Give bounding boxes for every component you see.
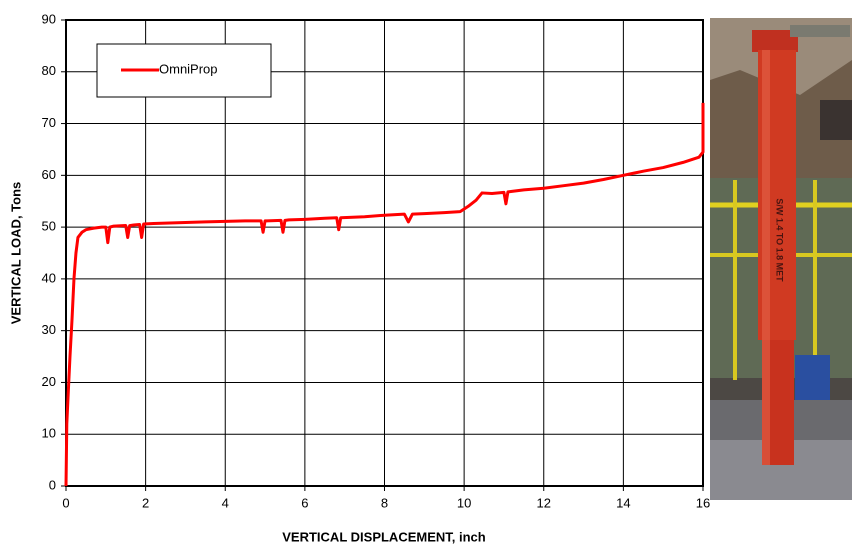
photo: S/W 1.4 TO 1.8 MET [710,18,852,500]
y-tick-label: 90 [42,11,56,26]
y-tick-label: 60 [42,167,56,182]
x-tick-label: 6 [301,495,308,510]
y-tick-label: 30 [42,322,56,337]
data-line [64,102,705,487]
x-tick-label: 16 [696,495,710,510]
x-tick-label: 14 [616,495,630,510]
photo-label: S/W 1.4 TO 1.8 MET [775,198,785,282]
x-tick-label: 4 [222,495,229,510]
plot-border [65,19,704,487]
y-tick-label: 80 [42,63,56,78]
y-tick-label: 10 [42,426,56,441]
x-axis-title: VERTICAL DISPLACEMENT, inch [282,529,486,544]
x-tick-label: 10 [457,495,471,510]
y-tick-label: 20 [42,374,56,389]
y-axis-title: VERTICAL LOAD, Tons [8,182,23,325]
x-tick-label: 2 [142,495,149,510]
chart: 0 2 4 6 8 10 12 14 16 0 10 20 30 40 50 60 70 80 90 OmniProp [42,11,711,510]
x-tick-label: 8 [381,495,388,510]
y-tick-label: 0 [49,477,56,492]
x-tick-label: 12 [537,495,551,510]
legend-label: OmniProp [159,61,218,76]
y-tick-label: 70 [42,115,56,130]
y-tick-label: 50 [42,219,56,234]
y-tick-label: 40 [42,270,56,285]
x-tick-label: 0 [62,495,69,510]
